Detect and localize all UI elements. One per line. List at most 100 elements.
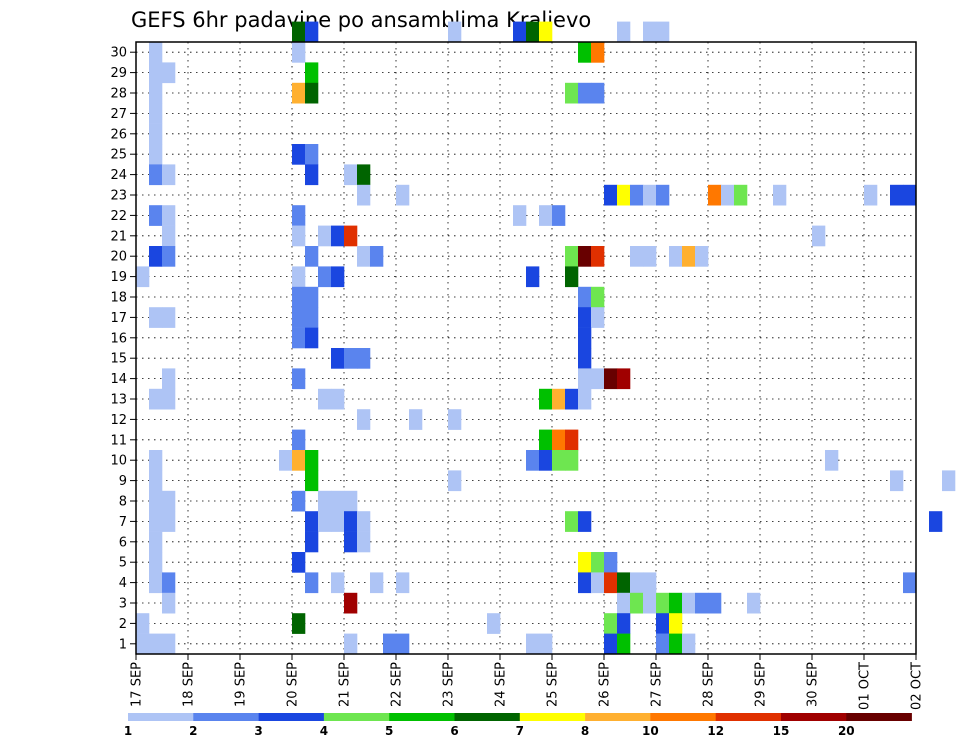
plot-frame [135, 41, 917, 655]
heatmap-cell [162, 511, 176, 532]
y-tick-label: 7 [119, 515, 127, 530]
heatmap-cell [656, 613, 670, 634]
x-tick-label: 18 SEP [182, 662, 197, 707]
heatmap-cell [578, 286, 592, 308]
heatmap-cell [591, 42, 605, 63]
heatmap-cell [591, 552, 605, 573]
heatmap-cell [318, 511, 332, 532]
heatmap-cell [357, 409, 371, 430]
heatmap-cell [383, 633, 397, 655]
heatmap-cell [149, 490, 163, 512]
heatmap-cell [591, 286, 605, 308]
heatmap-cell [344, 531, 358, 553]
heatmap-cell [552, 429, 566, 451]
heatmap-cell [669, 613, 683, 634]
heatmap-cell [448, 21, 462, 43]
heatmap-cell [526, 450, 540, 471]
heatmap-cell [292, 42, 306, 63]
legend-label: 15 [773, 724, 790, 738]
heatmap-cell [149, 511, 163, 532]
heatmap-cell [929, 511, 943, 532]
y-tick-label: 16 [110, 331, 127, 346]
heatmap-cell [279, 450, 293, 471]
heatmap-cell [344, 164, 358, 186]
heatmap-cell [331, 572, 345, 594]
heatmap-cell [357, 246, 371, 267]
heatmap-cell [604, 633, 618, 655]
heatmap-cell [630, 572, 644, 594]
heatmap-cell [318, 388, 332, 410]
legend-swatch [128, 713, 194, 721]
heatmap-cell [942, 470, 956, 492]
heatmap-cell [903, 572, 917, 594]
heatmap-cell [305, 164, 319, 186]
legend-label: 8 [581, 724, 589, 738]
y-tick-label: 26 [110, 127, 127, 142]
heatmap-cell [149, 307, 163, 328]
heatmap-cell [578, 246, 592, 267]
heatmap-cell [513, 205, 527, 226]
heatmap-cell [539, 21, 553, 43]
heatmap-cell [656, 592, 670, 614]
legend-swatch [519, 713, 586, 721]
heatmap-cell [305, 327, 319, 349]
heatmap-cell [630, 184, 644, 206]
heatmap-cell [149, 103, 163, 124]
heatmap-cell [565, 429, 579, 451]
heatmap-cell [526, 266, 540, 288]
heatmap-cell [539, 205, 553, 226]
heatmap-cell [526, 633, 540, 655]
heatmap-cell [890, 184, 904, 206]
heatmap-cell [526, 21, 540, 43]
grid-lines [136, 42, 917, 654]
heatmap-cell [864, 184, 878, 206]
y-tick-label: 30 [110, 46, 127, 61]
x-tick-label: 23 SEP [442, 662, 457, 707]
heatmap-cell [331, 388, 345, 410]
heatmap-cell [331, 511, 345, 532]
heatmap-cell [344, 633, 358, 655]
heatmap-cell [305, 62, 319, 84]
heatmap-cell [617, 613, 631, 634]
y-tick-label: 6 [119, 535, 127, 550]
heatmap-cell [565, 450, 579, 471]
heatmap-cell [604, 368, 618, 390]
heatmap-cell [136, 633, 150, 655]
heatmap-cell [578, 82, 592, 104]
heatmap-cell [162, 633, 176, 655]
heatmap-cell [448, 470, 462, 492]
heatmap-cell [604, 572, 618, 594]
heatmap-cell [630, 246, 644, 267]
heatmap-cell [617, 184, 631, 206]
heatmap-cell [149, 144, 163, 165]
heatmap-cell [344, 592, 358, 614]
heatmap-cell [565, 266, 579, 288]
heatmap-cell [565, 82, 579, 104]
y-tick-label: 21 [110, 229, 127, 244]
heatmap-cell [812, 225, 826, 247]
heatmap-cell [149, 42, 163, 63]
y-tick-label: 23 [110, 189, 127, 204]
heatmap-cell [552, 450, 566, 471]
heatmap-cell [331, 490, 345, 512]
legend-label: 2 [189, 724, 197, 738]
legend-swatch [846, 713, 912, 721]
heatmap-cell [136, 266, 150, 288]
heatmap-cell [344, 511, 358, 532]
heatmap-cell [331, 266, 345, 288]
heatmap-cell [331, 348, 345, 369]
heatmap-cell [669, 633, 683, 655]
heatmap-cell [162, 307, 176, 328]
legend-swatch [715, 713, 782, 721]
heatmap-cell [396, 184, 410, 206]
legend-label: 4 [320, 724, 328, 738]
heatmap-cell [149, 633, 163, 655]
heatmap-cell [149, 82, 163, 104]
x-tick-label: 25 SEP [546, 662, 561, 707]
heatmap-cell [292, 490, 306, 512]
heatmap-cell [149, 470, 163, 492]
y-tick-label: 18 [110, 291, 127, 306]
y-tick-label: 8 [119, 495, 127, 510]
heatmap-cell [617, 21, 631, 43]
heatmap-cell [162, 62, 176, 84]
